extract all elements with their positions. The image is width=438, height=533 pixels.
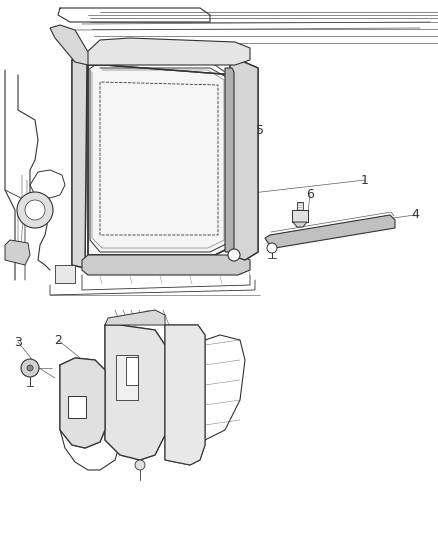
Text: 2: 2 bbox=[54, 334, 62, 346]
Circle shape bbox=[25, 200, 45, 220]
Polygon shape bbox=[50, 25, 88, 65]
Circle shape bbox=[27, 365, 33, 371]
Text: 1: 1 bbox=[361, 174, 369, 187]
Circle shape bbox=[21, 359, 39, 377]
Polygon shape bbox=[55, 265, 75, 283]
Polygon shape bbox=[105, 310, 165, 325]
Polygon shape bbox=[265, 215, 395, 248]
Text: 4: 4 bbox=[411, 208, 419, 222]
Polygon shape bbox=[292, 210, 308, 222]
Polygon shape bbox=[60, 358, 105, 448]
Polygon shape bbox=[230, 62, 258, 260]
Polygon shape bbox=[105, 325, 165, 460]
FancyBboxPatch shape bbox=[116, 355, 138, 400]
Circle shape bbox=[135, 460, 145, 470]
Text: 3: 3 bbox=[14, 335, 22, 349]
Text: 6: 6 bbox=[306, 189, 314, 201]
Circle shape bbox=[228, 249, 240, 261]
Polygon shape bbox=[225, 68, 234, 252]
Circle shape bbox=[267, 243, 277, 253]
Polygon shape bbox=[87, 38, 250, 65]
FancyBboxPatch shape bbox=[68, 396, 86, 418]
Polygon shape bbox=[5, 240, 30, 265]
FancyBboxPatch shape bbox=[126, 357, 138, 385]
Polygon shape bbox=[165, 325, 205, 465]
Text: 5: 5 bbox=[256, 124, 264, 136]
Polygon shape bbox=[82, 255, 250, 275]
Polygon shape bbox=[293, 222, 307, 227]
Circle shape bbox=[17, 192, 53, 228]
Polygon shape bbox=[88, 65, 235, 255]
Polygon shape bbox=[72, 60, 87, 268]
